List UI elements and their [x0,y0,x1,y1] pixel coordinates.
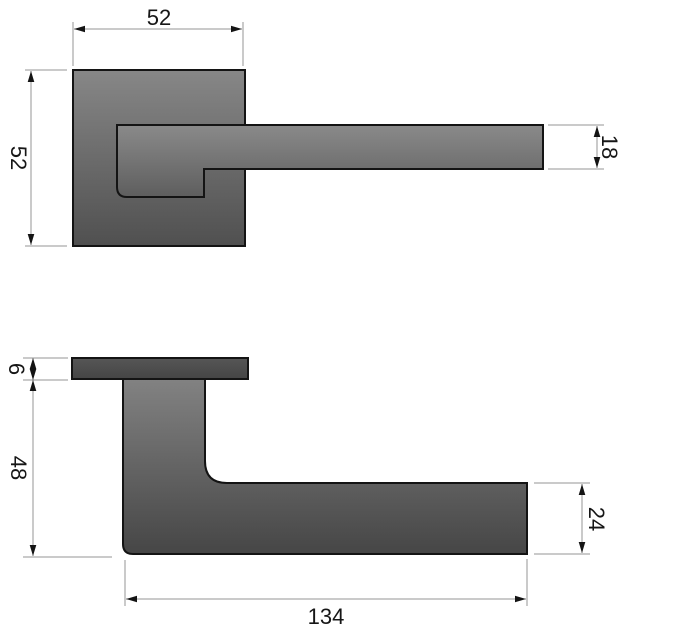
dim-label-lever-depth: 24 [584,507,609,531]
front-view: 52 52 18 [6,5,622,247]
dim-label-handle-height: 48 [6,456,31,480]
dim-label-lever-height: 18 [597,135,622,159]
dim-lever-length: 134 [124,559,528,629]
dim-lever-depth: 24 [534,482,609,555]
dim-label-rosette-width: 52 [147,5,171,30]
dim-rosette-width: 52 [72,5,244,66]
dim-rosette-height: 52 [6,69,67,247]
dim-label-rosette-height: 52 [6,146,31,170]
dim-lever-height: 18 [548,124,622,170]
side-view: 6 48 24 134 [4,357,609,629]
dim-rosette-thickness: 6 [4,357,68,381]
dim-label-lever-length: 134 [308,604,345,629]
dim-handle-height: 48 [6,380,112,558]
rosette-side [71,357,249,380]
dim-label-rosette-thickness: 6 [4,363,29,375]
lever-front [116,124,544,198]
handle-body-side [122,378,528,555]
